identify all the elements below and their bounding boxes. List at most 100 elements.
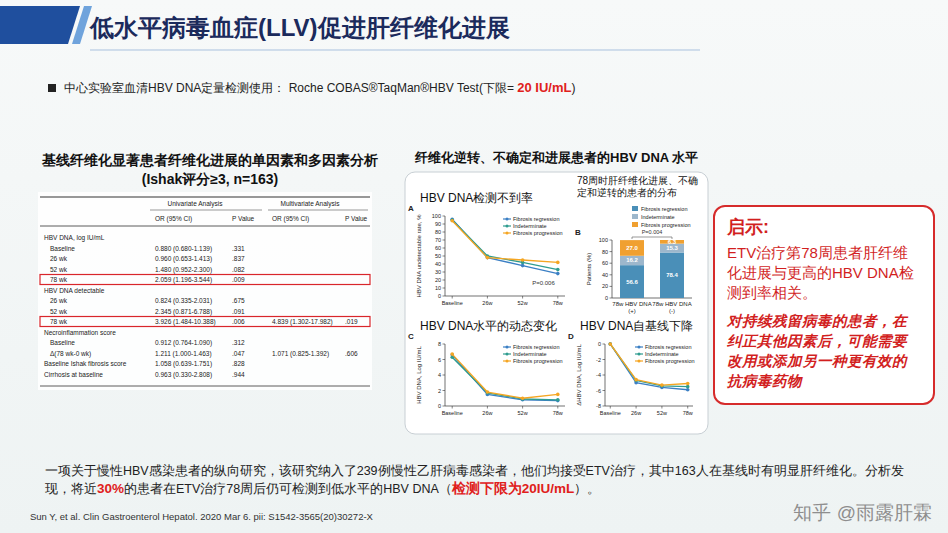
y-tick: [443, 280, 446, 281]
highlight-box: [40, 317, 370, 327]
bar: [660, 244, 684, 253]
summary: 一项关于慢性HBV感染患者的纵向研究，该研究纳入了239例慢性乙肝病毒感染者，他…: [45, 462, 905, 498]
data-label: 6.3: [668, 239, 677, 245]
panel-title: 纤维化逆转、不确定和进展患者的HBV DNA 水平: [414, 150, 698, 165]
y-tick: [443, 256, 446, 257]
point: [556, 393, 560, 397]
chart-title: HBV DNA自基线下降: [580, 319, 693, 333]
point: [450, 352, 454, 356]
header-accent: [72, 6, 92, 44]
insight-heading: 启示:: [727, 215, 921, 239]
legend-swatch: [506, 225, 509, 228]
legend-label: Indeterminate: [513, 223, 547, 229]
point: [521, 258, 525, 262]
point: [521, 396, 525, 400]
row-label: Cirrhosis at baseline: [44, 371, 103, 378]
chart: 78周时肝纤维化进展、不确定和逆转的患者的分布B020406080100Pati…: [575, 175, 698, 314]
point: [556, 261, 560, 265]
y-tick-label: 50: [435, 253, 441, 259]
legend-swatch: [635, 346, 643, 347]
cell: 4.839 (1.302-17.982): [272, 318, 333, 326]
x-tick: [452, 406, 453, 409]
cell: .312: [232, 339, 245, 346]
y-axis: [612, 240, 613, 298]
x-tick: [522, 406, 523, 409]
legend-swatch: [503, 346, 511, 347]
point: [608, 342, 612, 346]
insight-text: ETV治疗第78周患者肝纤维化进展与更高的HBV DNA检测到率相关。: [727, 243, 921, 303]
y-tick: [603, 390, 606, 391]
x-tick: [557, 406, 558, 409]
legend-label: Indeterminate: [641, 214, 675, 220]
row-label: Baseline: [50, 339, 75, 346]
legend-label: Fibrosis progression: [645, 358, 695, 364]
legend-swatch: [506, 218, 509, 221]
cell: .944: [232, 371, 245, 378]
y-tick-label: 60: [435, 245, 441, 251]
point: [486, 256, 490, 260]
y-tick-label: 4: [438, 372, 441, 378]
legend-label: Fibrosis progression: [641, 222, 691, 228]
legend-swatch: [503, 353, 511, 354]
legend-swatch: [503, 232, 511, 233]
chart: HBV DNA检测不到率A0102030405060708090100HBV D…: [408, 191, 565, 306]
point: [660, 384, 664, 388]
bar: [660, 253, 684, 298]
x-tick: [487, 406, 488, 409]
chart: HBV DNA水平的动态变化C02468HBV DNA, Log IU/mLBa…: [408, 319, 565, 416]
y-tick: [610, 286, 613, 287]
y-tick-label: -8: [596, 403, 601, 409]
legend-swatch: [638, 360, 641, 363]
x-tick: [452, 296, 453, 299]
cell: 0.912 (0.764-1.090): [155, 339, 212, 347]
point: [521, 397, 525, 401]
x-tick-label: 78w: [683, 410, 693, 416]
point: [450, 219, 454, 223]
summary-text: 30%: [97, 481, 124, 496]
row-label: HBV DNA detectable: [44, 287, 105, 294]
data-label: 78.4: [666, 272, 678, 278]
point: [556, 399, 560, 403]
legend-label: Fibrosis regression: [513, 216, 559, 222]
x-tick-label: 78w HBV DNA(+): [612, 301, 651, 314]
y-tick-label: 40: [435, 261, 441, 267]
y-tick: [610, 251, 613, 252]
cell: .047: [232, 350, 245, 357]
row-label: Baseline Ishak fibrosis score: [44, 360, 127, 367]
cell: 1.211 (1.000-1.463): [155, 350, 212, 358]
table-title: 基线纤维化显著患者纤维化进展的单因素和多因素分析: [41, 152, 378, 168]
annotation: P=0.006: [532, 280, 555, 286]
y-tick: [443, 216, 446, 217]
slide: 低水平病毒血症(LLV)促进肝纤维化进展基线纤维化显著患者纤维化进展的单因素和多…: [0, 0, 948, 533]
legend-label: Fibrosis regression: [645, 344, 691, 350]
cell: .828: [232, 360, 245, 367]
row-label: 52 wk: [50, 266, 68, 273]
y-tick: [443, 390, 446, 391]
y-tick: [443, 240, 446, 241]
column-header: OR (95% CI): [155, 215, 192, 223]
y-tick: [610, 298, 613, 299]
point: [556, 268, 560, 272]
cell: .606: [345, 350, 358, 357]
y-tick-label: -6: [596, 388, 601, 394]
y-tick-label: 20: [435, 277, 441, 283]
legend-swatch: [506, 232, 509, 235]
y-tick-label: 10: [435, 285, 441, 291]
row-label: 52 wk: [50, 308, 68, 315]
series-line: [610, 344, 687, 385]
citation: Sun Y, et al. Clin Gastroenterol Hepatol…: [30, 511, 373, 522]
point: [686, 382, 690, 386]
legend-swatch: [632, 214, 638, 219]
y-tick: [610, 274, 613, 275]
title-line: 78周时肝纤维化进展、不确: [577, 175, 698, 186]
cell: .082: [232, 266, 245, 273]
bracket: [632, 237, 672, 239]
y-tick: [603, 375, 606, 376]
x-tick: [522, 296, 523, 299]
y-tick-label: 0: [438, 293, 441, 299]
x-tick-label: 52w: [657, 410, 667, 416]
column-header: P Value: [345, 215, 368, 222]
table-ground: [38, 192, 372, 390]
x-tick: [661, 406, 662, 409]
label-line: (+): [628, 308, 636, 314]
